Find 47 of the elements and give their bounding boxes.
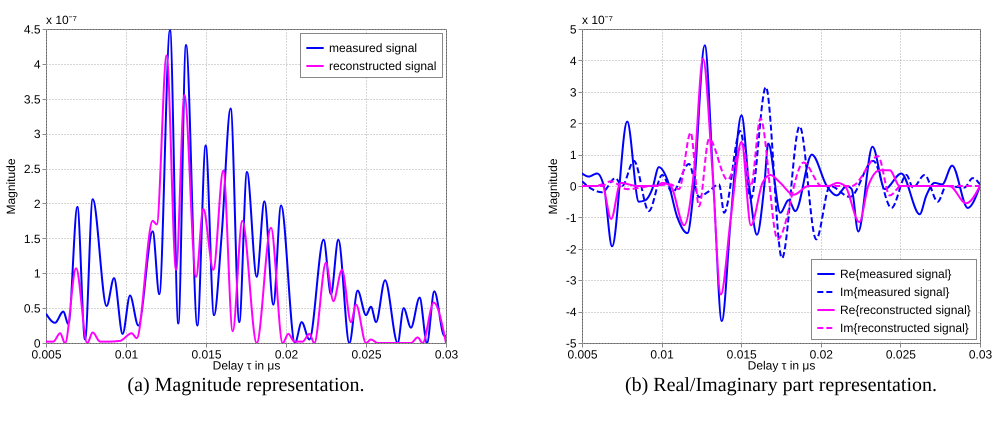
x-tick-label: 0.02 (274, 348, 298, 362)
legend-label: Im{measured signal} (840, 285, 950, 299)
y-tick-label: -3 (566, 274, 577, 288)
y-tick-label: 1 (570, 148, 577, 162)
y-tick-label: -5 (566, 336, 577, 350)
x-tick-label: 0.015 (726, 348, 758, 362)
text: x 10⁻⁷ (46, 13, 78, 27)
y-axis-title: Magnitude (4, 158, 18, 215)
x-tick-label: 0.02 (810, 348, 834, 362)
legend-label: measured signal (329, 41, 418, 55)
x-tick-label: 0.015 (191, 348, 222, 362)
text: (a) Magnitude representation. (127, 374, 365, 397)
x-tick-label: 0.025 (886, 348, 916, 362)
y-tick-label: 4.5 (24, 22, 41, 36)
y-axis-title: Magnitude (546, 158, 560, 215)
legend-label: reconstructed signal (329, 59, 436, 73)
legend-label: Im{reconstructed signal} (840, 321, 969, 335)
legend-label: Re{reconstructed signal} (840, 303, 971, 317)
legend-label: Re{measured signal} (840, 267, 952, 281)
y-tick-label: 2 (34, 196, 41, 211)
y-tick-label: 0 (570, 180, 577, 194)
y-tick-label: 1.5 (24, 232, 41, 246)
x-tick-label: 0.03 (968, 348, 992, 362)
y-tick-label: -4 (566, 305, 577, 320)
text: (b) Real/Imaginary part representation. (624, 374, 938, 397)
y-tick-label: 0 (34, 336, 41, 350)
y-tick-label: 0.5 (24, 302, 41, 316)
x-tick-label: 0.01 (114, 348, 138, 362)
y-tick-label: 5 (570, 22, 577, 36)
y-tick-label: -2 (566, 242, 577, 256)
x-tick-label: 0.025 (351, 348, 382, 362)
y-tick-label: 4 (34, 57, 41, 72)
y-tick-label: 2 (570, 116, 577, 131)
y-tick-label: 3 (570, 85, 577, 100)
y-tick-label: 3 (34, 127, 41, 142)
y-tick-label: 3.5 (24, 92, 41, 106)
x-tick-label: 0.005 (31, 348, 62, 362)
y-tick-label: 1 (34, 266, 41, 281)
text: x 10⁻⁷ (582, 13, 614, 27)
y-tick-label: 2.5 (24, 162, 41, 176)
x-axis-title: Delay τ in μs (212, 358, 280, 372)
y-tick-label: 4 (570, 54, 577, 68)
x-axis-title: Delay τ in μs (748, 358, 816, 372)
x-tick-label: 0.03 (434, 348, 458, 362)
x-tick-label: 0.005 (567, 348, 598, 362)
x-tick-label: 0.01 (650, 348, 674, 362)
y-tick-label: -1 (566, 210, 577, 225)
